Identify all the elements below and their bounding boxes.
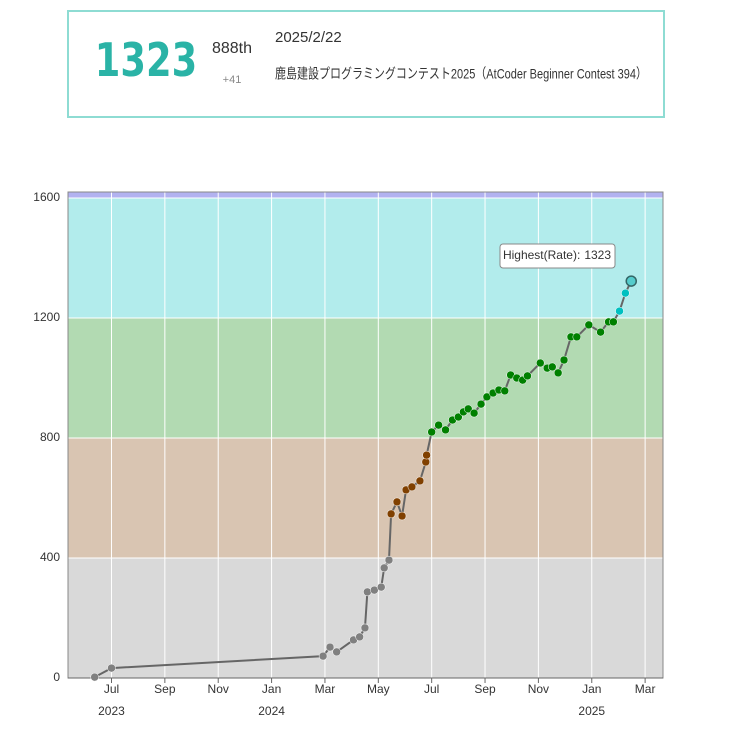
rating-point	[90, 672, 99, 682]
rating-point	[553, 368, 563, 378]
x-tick-label: Sep	[154, 682, 176, 696]
rating-point	[476, 399, 486, 409]
rating-point	[325, 642, 335, 652]
rating-point	[434, 420, 443, 430]
rating-point	[318, 651, 328, 661]
y-tick-label: 800	[40, 430, 60, 444]
x-year-label: 2024	[258, 704, 285, 718]
rating-point	[332, 647, 341, 657]
tooltip-box	[499, 243, 616, 269]
x-tick-label: Nov	[528, 682, 549, 696]
rating-point	[548, 362, 557, 372]
rating: 1323	[95, 33, 197, 87]
x-year-label: 2023	[98, 704, 125, 718]
x-tick-label: Jan	[262, 682, 281, 696]
rating-point	[384, 555, 394, 565]
tooltip-text: Highest(Rate): 1323	[503, 248, 611, 262]
rating-point	[386, 509, 396, 519]
rating-point	[407, 482, 417, 492]
rating-point	[360, 623, 370, 633]
rating-diff: +41	[223, 74, 242, 86]
rating-point	[523, 371, 532, 381]
contest-date: 2025/2/22	[275, 29, 342, 46]
rating-point	[482, 392, 492, 402]
rating-point	[559, 355, 569, 365]
y-tick-label: 1600	[33, 190, 60, 204]
rating-point	[392, 497, 402, 507]
rating-point	[615, 306, 624, 316]
rank: 888th	[212, 40, 252, 57]
rating-band	[68, 318, 663, 438]
highest-marker	[625, 275, 637, 287]
rating-band	[68, 438, 663, 558]
rating-point	[596, 327, 605, 337]
x-tick-label: Jul	[424, 682, 439, 696]
rating-point	[572, 332, 582, 342]
rating-point	[363, 587, 372, 597]
rating-point	[422, 450, 431, 460]
contest-name: 鹿島建設プログラミングコンテスト2025（AtCoder Beginner Co…	[275, 66, 647, 82]
y-tick-label: 1200	[33, 310, 60, 324]
rating-point	[469, 408, 479, 418]
rating-point	[454, 412, 463, 422]
y-tick-label: 0	[53, 670, 60, 684]
x-tick-label: Jan	[582, 682, 601, 696]
rating-point	[621, 288, 630, 298]
rating-point	[584, 320, 594, 330]
rating-point	[427, 427, 436, 437]
rating-point	[397, 511, 407, 521]
x-tick-label: Nov	[208, 682, 229, 696]
tooltip-label: Highest(Rate):	[503, 248, 580, 262]
x-tick-label: Jul	[104, 682, 119, 696]
rating-card	[67, 10, 665, 118]
rating-point	[463, 404, 473, 414]
rating-point	[415, 476, 425, 486]
rating-point	[107, 663, 116, 673]
tooltip-value: 1323	[584, 248, 611, 262]
x-tick-label: May	[367, 682, 390, 696]
y-tick-label: 400	[40, 550, 60, 564]
rating-point	[376, 582, 386, 592]
rating-band	[68, 192, 663, 198]
rating-point	[536, 358, 545, 368]
x-year-label: 2025	[578, 704, 605, 718]
rating-point	[355, 632, 364, 642]
rating-point	[500, 386, 510, 396]
x-tick-label: Sep	[474, 682, 496, 696]
rating-point	[441, 425, 450, 435]
x-tick-label: Mar	[315, 682, 336, 696]
rating-point	[379, 563, 389, 573]
rating-point	[609, 317, 618, 327]
x-tick-label: Mar	[635, 682, 656, 696]
